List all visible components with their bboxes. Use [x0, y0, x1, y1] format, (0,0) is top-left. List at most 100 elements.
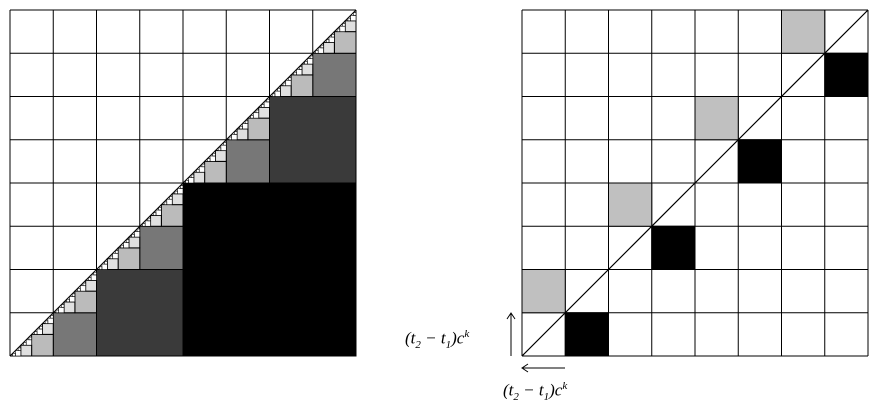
- dyadic-square-level-6: [55, 309, 59, 314]
- dyadic-square-level-6: [136, 228, 141, 232]
- dyadic-square-level-6: [50, 315, 54, 319]
- dyadic-square-level-5: [144, 220, 151, 227]
- dyadic-square-level-5: [69, 296, 76, 303]
- dyadic-square-level-3: [31, 333, 54, 357]
- dyadic-square-level-5: [317, 47, 324, 54]
- dyadic-square-level-6: [336, 28, 341, 32]
- dyadic-square-level-6: [234, 131, 238, 135]
- dyadic-square-level-4: [41, 323, 54, 335]
- dyadic-square-level-6: [82, 282, 86, 287]
- dyadic-square-level-6: [293, 71, 297, 76]
- dyadic-square-level-6: [61, 304, 65, 308]
- dyadic-square-level-5: [328, 36, 335, 43]
- dyadic-square-level-6: [282, 82, 287, 86]
- dyadic-square-level-6: [23, 342, 27, 346]
- dyadic-square-level-6: [342, 23, 346, 27]
- dyadic-square-level-6: [223, 142, 227, 146]
- dyadic-square-level-5: [296, 69, 303, 76]
- label-sup: k: [464, 328, 470, 340]
- dyadic-square-level-6: [98, 266, 103, 270]
- dyadic-square-level-6: [93, 271, 97, 276]
- dyadic-square-level-6: [39, 325, 43, 330]
- horizontal-arrow: [521, 363, 565, 373]
- label-sup: k: [562, 380, 568, 392]
- dyadic-square-level-5: [220, 144, 227, 151]
- dyadic-square-level-5: [285, 79, 292, 86]
- dyadic-square-level-6: [34, 331, 38, 335]
- dyadic-square-level-3: [290, 74, 314, 97]
- label-text: )c: [451, 328, 465, 348]
- dyadic-square-level-4: [344, 20, 357, 33]
- dyadic-square-level-6: [115, 250, 119, 254]
- dyadic-square-level-6: [185, 179, 189, 184]
- dyadic-square-level-4: [258, 106, 270, 119]
- dyadic-square-level-2: [52, 312, 97, 357]
- dyadic-square-level-6: [190, 174, 195, 178]
- dyadic-square-level-5: [134, 231, 141, 238]
- dyadic-square-level-4: [171, 193, 184, 206]
- dyadic-square-level-5: [90, 274, 97, 281]
- dyadic-square-level-4: [106, 258, 119, 270]
- dyadic-square-level-6: [142, 223, 146, 227]
- dyadic-square-level-6: [298, 66, 303, 70]
- dyadic-square-level-2: [139, 225, 184, 270]
- vertical-arrow: [506, 312, 516, 356]
- dyadic-square-level-4: [279, 85, 292, 97]
- dyadic-square-level-6: [179, 185, 184, 189]
- dyadic-square-level-1: [269, 96, 357, 184]
- dyadic-square-level-5: [101, 263, 108, 270]
- dyadic-square-level-4: [193, 171, 206, 184]
- dyadic-square-level-6: [266, 98, 270, 103]
- dyadic-square-level-6: [44, 320, 49, 324]
- dyadic-square-level-6: [304, 61, 308, 65]
- dyadic-square-level-6: [163, 201, 168, 205]
- dyadic-square-level-3: [117, 247, 141, 270]
- gray-cell: [608, 182, 653, 227]
- dyadic-square-level-5: [242, 123, 249, 130]
- dyadic-square-level-4: [150, 214, 162, 227]
- dyadic-square-level-5: [47, 317, 54, 324]
- dyadic-square-level-4: [63, 301, 76, 314]
- dyadic-square-level-5: [15, 350, 22, 357]
- dyadic-square-level-5: [58, 307, 65, 314]
- label-sub: 1: [543, 391, 550, 404]
- black-cell: [824, 52, 869, 97]
- dyadic-square-level-5: [274, 90, 281, 97]
- dyadic-square-level-3: [247, 117, 270, 141]
- dyadic-square-level-4: [128, 236, 141, 249]
- dyadic-square-level-6: [261, 104, 265, 108]
- dyadic-square-level-6: [331, 34, 335, 38]
- dyadic-square-level-5: [263, 101, 270, 108]
- horizontal-scale-label: (t2 − t1)ck: [503, 380, 567, 403]
- label-sub: 2: [415, 339, 421, 352]
- right-diagram: [521, 9, 869, 357]
- dyadic-square-level-2: [225, 139, 270, 184]
- dyadic-square-level-5: [209, 155, 216, 162]
- dyadic-square-level-1: [96, 269, 184, 357]
- dyadic-square-level-6: [174, 190, 178, 195]
- label-text: − t: [518, 380, 544, 400]
- black-cell: [737, 139, 782, 184]
- dyadic-square-level-6: [277, 88, 281, 92]
- label-text: )c: [549, 380, 563, 400]
- vertical-scale-label: (t2 − t1)ck: [405, 328, 469, 351]
- dyadic-square-level-5: [155, 209, 162, 216]
- dyadic-square-level-3: [74, 290, 97, 314]
- dyadic-square-level-6: [77, 288, 81, 292]
- dyadic-square-level-4: [20, 344, 33, 357]
- dyadic-square-level-0: [182, 182, 357, 357]
- dyadic-square-level-3: [160, 204, 184, 227]
- label-sub: 2: [513, 391, 519, 404]
- dyadic-square-level-5: [307, 58, 314, 65]
- dyadic-square-level-5: [198, 166, 205, 173]
- black-cell: [651, 225, 696, 270]
- dyadic-square-level-6: [201, 163, 205, 168]
- dyadic-square-level-6: [325, 39, 330, 43]
- dyadic-square-level-2: [312, 52, 357, 97]
- dyadic-square-level-5: [231, 134, 238, 141]
- dyadic-square-level-6: [255, 109, 259, 114]
- dyadic-square-level-6: [309, 55, 314, 59]
- diagonal-line: [521, 9, 869, 357]
- dyadic-square-level-6: [196, 169, 200, 173]
- dyadic-square-level-6: [320, 44, 324, 49]
